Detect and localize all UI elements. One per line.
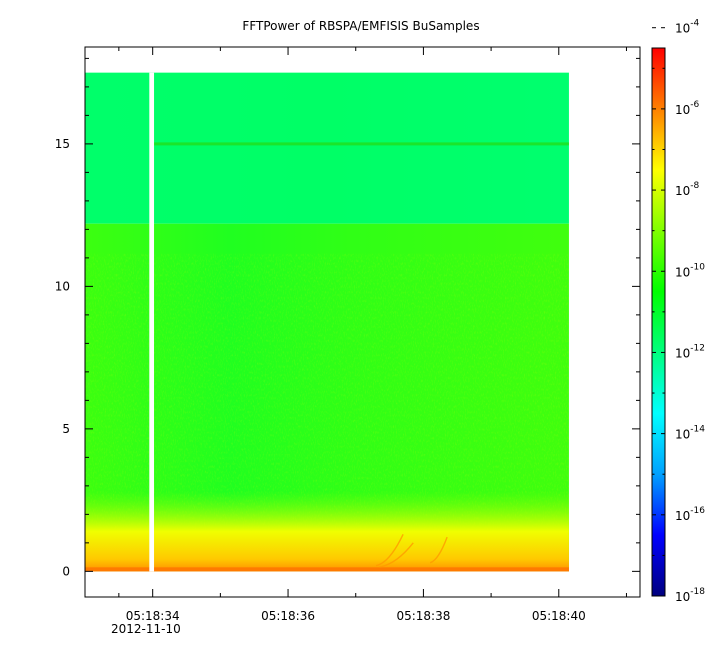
colorbar-tick-base: 10 [675,103,690,117]
upper-band-region [85,72,569,224]
x-tick-label: 05:18:34 [126,609,180,623]
y-tick-label: 0 [62,564,70,578]
colorbar-tick-exponent: -12 [690,343,705,353]
colorbar-tick-base: 10 [675,428,690,442]
colorbar-tick-base: 10 [675,22,690,36]
narrowband-line [154,142,569,146]
colorbar-tick-exponent: -4 [690,19,699,29]
dc-line [85,567,569,572]
colorbar-bar [651,47,666,597]
colorbar-tick-label: 10-18 [675,587,705,604]
heatmap [85,72,569,572]
colorbar-tick-label: 10-14 [675,425,705,442]
colorbar-tick-exponent: -10 [690,262,705,272]
x-tick-label: 05:18:40 [532,609,586,623]
colorbar-tick-exponent: -14 [690,425,705,435]
colorbar-tick-base: 10 [675,346,690,360]
x-tick-label: 05:18:36 [261,609,315,623]
chorus-tone [429,536,448,564]
colorbar-tick-label: 10-16 [675,506,705,523]
colorbar-tick-label: 10-6 [675,100,700,117]
chorus-elements [375,534,448,568]
chart-title: FFTPower of RBSPA/EMFISIS BuSamples [242,19,479,33]
y-tick-label: 10 [55,279,70,293]
y-tick-label: 5 [62,422,70,436]
colorbar-tick-base: 10 [675,265,690,279]
colorbar-tick-exponent: -6 [690,100,699,110]
x-date-label: 2012-11-10 [111,622,181,636]
plot-frame [84,46,641,598]
x-tick-label: 05:18:38 [396,609,450,623]
colorbar-tick-label: 10-8 [675,181,700,198]
plot-area: 05:18:34 05:18:36 05:18:38 05:18:40 0 5 10 15 [55,46,641,623]
colorbar-tick-exponent: -16 [690,506,705,516]
colorbar-tick-label: 10-4 [675,19,700,36]
colorbar-tick-base: 10 [675,184,690,198]
chorus-tone [379,542,414,568]
colorbar-tick-label: 10-12 [675,343,705,360]
colorbar-tick-exponent: -18 [690,587,705,597]
x-axis: 05:18:34 05:18:36 05:18:38 05:18:40 [118,47,627,623]
y-axis: 0 5 10 15 [55,57,640,578]
chorus-tone [375,534,404,567]
low-frequency-enhancement [85,491,569,572]
colorbar-tick-base: 10 [675,590,690,604]
colorbar-tick-exponent: -8 [690,181,699,191]
colorbar-tick-label: 10-10 [675,262,705,279]
data-gap [149,72,155,572]
colorbar-tick-base: 10 [675,509,690,523]
y-tick-label: 15 [55,137,70,151]
heatmap-cells [85,72,569,572]
